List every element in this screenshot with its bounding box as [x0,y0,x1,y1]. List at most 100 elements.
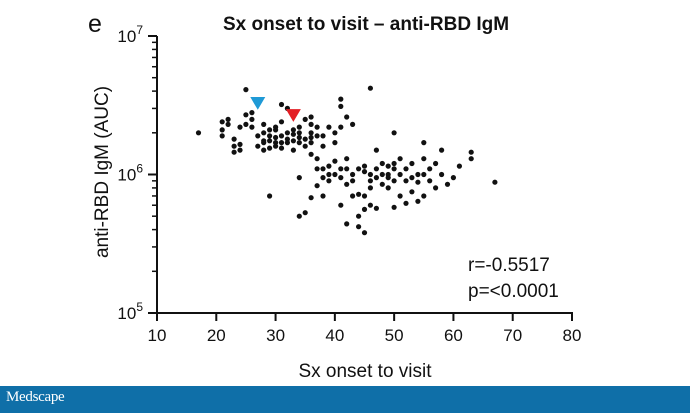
data-point [338,202,344,208]
data-point [421,171,427,178]
data-point [456,163,462,169]
highlighted-point-blue [250,97,266,110]
data-point [421,156,427,162]
data-point [492,179,498,185]
data-point [344,181,350,187]
data-point [219,119,225,125]
data-point [308,121,314,127]
data-point [249,124,255,130]
y-tick-exponent: 6 [136,162,143,176]
data-point [397,171,403,178]
highlighted-point-red [285,109,301,122]
x-tick-label: 50 [385,326,404,345]
data-point [231,136,237,142]
data-point [231,149,237,155]
data-point [326,178,332,184]
data-point [273,124,279,130]
data-point [427,166,433,172]
data-point [278,140,285,146]
x-tick-label: 70 [503,326,522,345]
data-point [356,224,362,230]
x-tick-label: 20 [207,326,226,345]
data-point [320,166,326,172]
data-point [290,131,296,137]
data-point [361,206,368,212]
y-tick-base: 10 [117,27,136,46]
data-point [231,143,237,149]
data-point [391,204,397,210]
data-point [397,156,403,162]
chart-title: Sx onset to visit – anti-RBD IgM [223,14,509,35]
data-point [255,143,261,149]
data-point [391,166,397,172]
y-tick-base: 10 [117,166,136,185]
data-point [243,87,249,93]
data-point [397,193,403,199]
data-point [320,133,326,139]
data-point [296,140,302,146]
data-point [344,114,350,120]
data-point [367,185,373,191]
data-point [373,166,379,172]
data-point [403,166,409,172]
data-point [350,121,356,127]
data-point [273,134,279,141]
x-tick-label: 80 [563,326,582,345]
data-point [273,143,279,149]
data-point [439,171,445,178]
data-point [450,175,456,181]
data-point [415,179,421,185]
data-point [284,130,290,136]
data-point [267,127,273,133]
scatter-chart: e Sx onset to visit – anti-RBD IgM anti-… [88,10,582,382]
data-point [308,134,314,141]
data-point [219,133,225,139]
data-point [296,134,302,141]
data-point [267,133,273,139]
highlighted-points [250,97,301,122]
data-point [361,169,368,175]
data-point [350,178,356,184]
data-point [332,171,338,178]
data-point [278,101,285,108]
data-point [225,121,231,127]
data-point [409,175,415,181]
data-point [391,160,397,167]
x-tick-label: 30 [266,326,285,345]
data-point [320,193,326,199]
data-point [278,145,285,151]
data-point [427,178,433,184]
data-point [373,175,379,181]
data-point [344,156,350,162]
data-point [225,116,231,122]
data-point [296,213,302,219]
data-point [391,130,397,136]
data-point [409,189,415,195]
data-point [468,156,474,162]
data-point [314,183,320,189]
data-point [267,138,273,144]
y-tick-exponent: 7 [136,23,143,37]
y-axis-label: anti-RBD IgM (AUC) [92,86,113,258]
data-point [326,163,332,169]
data-point [379,171,385,178]
data-point [356,213,362,219]
data-point [278,119,285,125]
data-point [249,116,255,122]
data-point [195,130,202,136]
medscape-logo: Medscape [6,389,65,405]
data-point [332,130,338,136]
data-point [249,110,255,116]
data-point [332,158,338,164]
x-axis-label: Sx onset to visit [298,361,432,382]
x-tick-label: 60 [444,326,463,345]
data-point [385,175,391,181]
data-point [361,230,368,236]
data-point [302,116,308,122]
data-points [195,85,498,236]
data-point [367,85,373,91]
data-point [308,114,314,120]
data-point [290,147,296,153]
data-point [385,163,391,169]
data-point [314,124,320,130]
